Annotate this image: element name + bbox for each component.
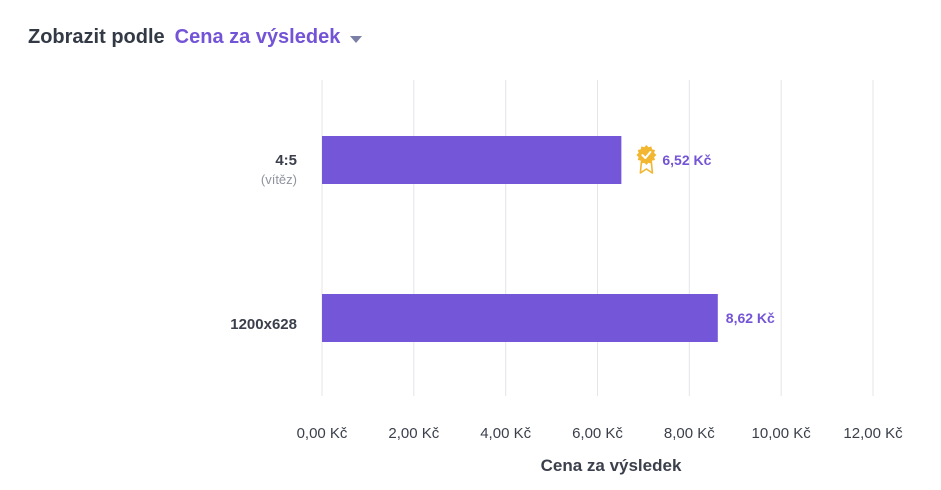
x-tick-label: 6,00 Kč: [572, 425, 623, 442]
x-tick-label: 4,00 Kč: [480, 425, 531, 442]
bar: [322, 294, 718, 342]
bar: [322, 136, 622, 184]
x-tick-label: 2,00 Kč: [388, 425, 439, 442]
award-badge-icon: [636, 145, 657, 174]
caret-down-icon: [350, 35, 363, 43]
x-tick-label: 8,00 Kč: [664, 425, 715, 442]
display-by-label: Zobrazit podle: [28, 26, 165, 48]
category-label: 1200x628: [230, 316, 297, 333]
category-label: 4:5: [275, 152, 297, 169]
x-tick-label: 12,00 Kč: [843, 425, 903, 442]
x-tick-label: 0,00 Kč: [297, 425, 348, 442]
value-label: 6,52 Kč: [662, 152, 711, 168]
metric-dropdown-value: Cena za výsledek: [174, 26, 341, 48]
x-axis-title: Cena za výsledek: [541, 456, 682, 475]
x-tick-label: 10,00 Kč: [752, 425, 812, 442]
metric-dropdown[interactable]: Cena za výsledek: [175, 26, 363, 49]
category-sublabel: (vítěz): [261, 172, 297, 187]
header: Zobrazit podle Cena za výsledek: [28, 26, 363, 49]
value-label: 8,62 Kč: [726, 310, 775, 326]
